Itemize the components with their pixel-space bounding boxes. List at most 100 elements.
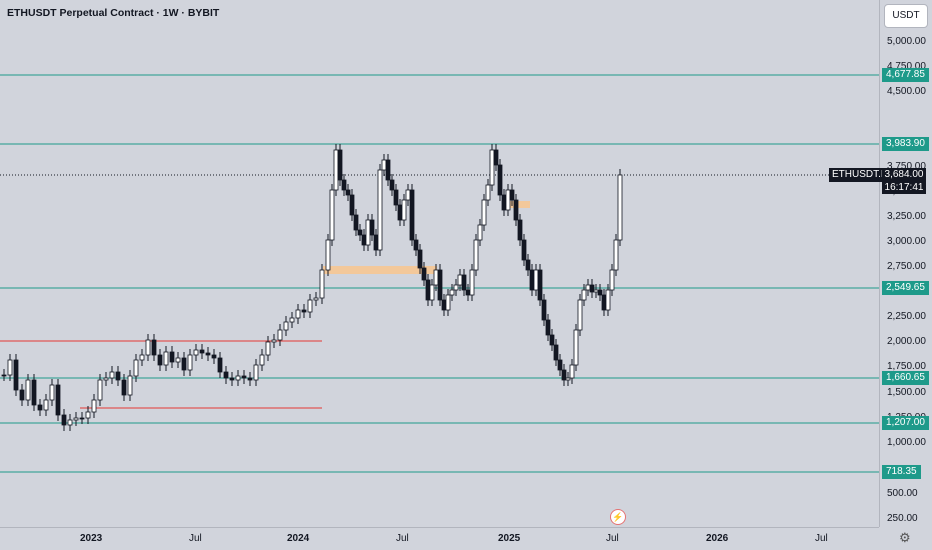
candle-body	[333, 149, 339, 191]
candle-body	[433, 269, 439, 286]
candle-body	[97, 379, 103, 401]
candle-body	[265, 341, 271, 356]
candle-body	[181, 357, 187, 371]
candle-body	[229, 377, 235, 381]
candle-body	[573, 329, 579, 366]
price-scale[interactable]	[879, 0, 932, 527]
candle-body	[127, 375, 133, 396]
candle-body	[241, 375, 247, 379]
candle-body	[565, 377, 571, 381]
candle-body	[497, 164, 503, 196]
candle-body	[529, 269, 535, 291]
candle-body	[73, 417, 79, 421]
candle-body	[417, 249, 423, 269]
level-tag-2549[interactable]: 2,549.65	[882, 281, 929, 295]
candle-body	[235, 375, 241, 381]
candle-body	[145, 339, 151, 356]
candle-body	[429, 284, 435, 301]
time-label-jul: Jul	[189, 533, 202, 544]
candle-body	[37, 404, 43, 411]
current-price: 3,684.00	[884, 169, 924, 180]
candle-body	[533, 269, 539, 291]
currency-button[interactable]: USDT	[884, 4, 928, 28]
candle-body	[401, 199, 407, 221]
time-label-jul: Jul	[606, 533, 619, 544]
candle-body	[217, 357, 223, 373]
candle-body	[405, 189, 411, 201]
candle-body	[253, 364, 259, 381]
candle-body	[509, 189, 515, 201]
price-tick: 5,000.00	[887, 36, 926, 47]
candle-body	[289, 317, 295, 323]
candle-body	[115, 371, 121, 381]
candle-body	[361, 234, 367, 246]
candle-body	[337, 149, 343, 181]
candle-body	[449, 289, 455, 296]
time-axis[interactable]	[0, 527, 879, 550]
price-tick: 1,750.00	[887, 361, 926, 372]
candle-body	[409, 189, 415, 241]
candles-group	[1, 144, 623, 431]
candle-body	[357, 229, 363, 236]
candle-body	[397, 204, 403, 221]
candle-body	[477, 224, 483, 241]
price-tick: 2,000.00	[887, 336, 926, 347]
level-tag-1207[interactable]: 1,207.00	[882, 416, 929, 430]
candlestick-chart[interactable]	[0, 0, 879, 527]
candle-body	[121, 379, 127, 396]
level-tag-718[interactable]: 718.35	[882, 465, 921, 479]
candle-body	[79, 417, 85, 420]
candle-body	[481, 199, 487, 226]
candle-body	[593, 289, 599, 293]
price-tick: 3,750.00	[887, 161, 926, 172]
candle-body	[377, 169, 383, 251]
candle-body	[561, 369, 567, 381]
candle-body	[465, 289, 471, 296]
candle-body	[157, 354, 163, 366]
time-label-jul: Jul	[815, 533, 828, 544]
candle-body	[365, 219, 371, 246]
flash-icon[interactable]: ⚡	[610, 509, 626, 525]
axis-corner[interactable]: ⚙	[879, 527, 932, 550]
candle-body	[609, 269, 615, 291]
candle-body	[601, 294, 607, 311]
level-tag-4677[interactable]: 4,677.85	[882, 68, 929, 82]
price-tick: 500.00	[887, 488, 918, 499]
candle-body	[193, 349, 199, 356]
settings-icon[interactable]: ⚙	[899, 530, 911, 545]
candle-body	[453, 284, 459, 291]
candle-body	[393, 189, 399, 206]
bar-countdown: 16:17:41	[884, 182, 924, 193]
candle-body	[425, 279, 431, 301]
candle-body	[13, 359, 19, 391]
candle-body	[85, 411, 91, 419]
candle-body	[389, 179, 395, 191]
candle-body	[211, 354, 217, 359]
candle-body	[501, 194, 507, 211]
price-tick: 1,000.00	[887, 437, 926, 448]
candle-body	[505, 189, 511, 211]
candle-body	[461, 274, 467, 291]
candle-body	[349, 194, 355, 216]
candle-body	[469, 269, 475, 296]
supply-zone-2024[interactable]	[323, 266, 437, 274]
candle-body	[473, 239, 479, 271]
candle-body	[485, 184, 491, 201]
candle-body	[557, 359, 563, 371]
candle-body	[307, 299, 313, 313]
candle-body	[569, 364, 575, 379]
price-tick: 2,750.00	[887, 261, 926, 272]
candle-body	[341, 179, 347, 191]
candle-body	[445, 294, 451, 311]
candle-body	[7, 359, 13, 376]
chart-area[interactable]	[0, 0, 879, 527]
candle-body	[345, 189, 351, 196]
candle-body	[553, 344, 559, 361]
level-tag-1660[interactable]: 1,660.65	[882, 371, 929, 385]
current-price-tag: 3,684.00 16:17:41	[882, 168, 926, 194]
candle-body	[151, 339, 157, 356]
chart-title: ETHUSDT Perpetual Contract · 1W · BYBIT	[7, 7, 220, 19]
level-tag-3983[interactable]: 3,983.90	[882, 137, 929, 151]
candle-body	[277, 329, 283, 341]
candle-body	[353, 214, 359, 231]
